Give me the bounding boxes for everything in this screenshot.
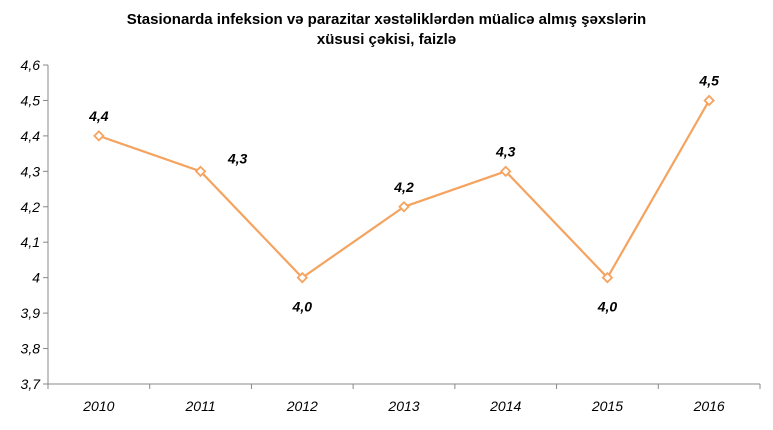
y-tick-label: 4,4 — [21, 128, 41, 144]
data-label: 4,0 — [292, 299, 313, 315]
x-tick-label: 2014 — [489, 398, 521, 414]
data-point — [93, 130, 105, 142]
y-tick-label: 4,6 — [21, 57, 41, 73]
data-label: 4,2 — [393, 179, 414, 195]
chart-title: Stasionarda infeksion və parazitar xəstə… — [0, 10, 773, 50]
y-tick-label: 3,9 — [21, 305, 41, 321]
x-tick-label: 2011 — [185, 398, 216, 414]
y-tick-label: 4,1 — [21, 234, 40, 250]
data-label: 4,4 — [88, 108, 109, 124]
y-tick-label: 4,2 — [21, 199, 41, 215]
data-point — [398, 201, 410, 213]
data-point — [296, 271, 309, 284]
x-tick-label: 2013 — [387, 398, 419, 414]
y-tick-label: 4,5 — [21, 92, 41, 108]
data-point — [499, 165, 512, 178]
x-tick-label: 2010 — [82, 398, 114, 414]
y-tick-label: 3,7 — [21, 376, 42, 392]
y-tick-label: 3,8 — [21, 341, 41, 357]
chart-title-line-2: xüsusi çəkisi, faizlə — [316, 31, 457, 48]
x-tick-label: 2016 — [693, 398, 725, 414]
x-tick-label: 2012 — [286, 398, 318, 414]
data-label: 4,5 — [698, 72, 719, 88]
data-point — [703, 94, 715, 107]
chart-title-line-1: Stasionarda infeksion və parazitar xəstə… — [126, 11, 647, 28]
data-label: 4,0 — [597, 299, 618, 315]
data-label: 4,3 — [227, 150, 248, 166]
y-tick-label: 4,3 — [21, 163, 41, 179]
data-label: 4,3 — [495, 143, 516, 159]
x-tick-label: 2015 — [591, 398, 623, 414]
data-point — [194, 165, 207, 178]
y-tick-label: 4 — [32, 270, 40, 286]
data-point — [601, 271, 614, 284]
